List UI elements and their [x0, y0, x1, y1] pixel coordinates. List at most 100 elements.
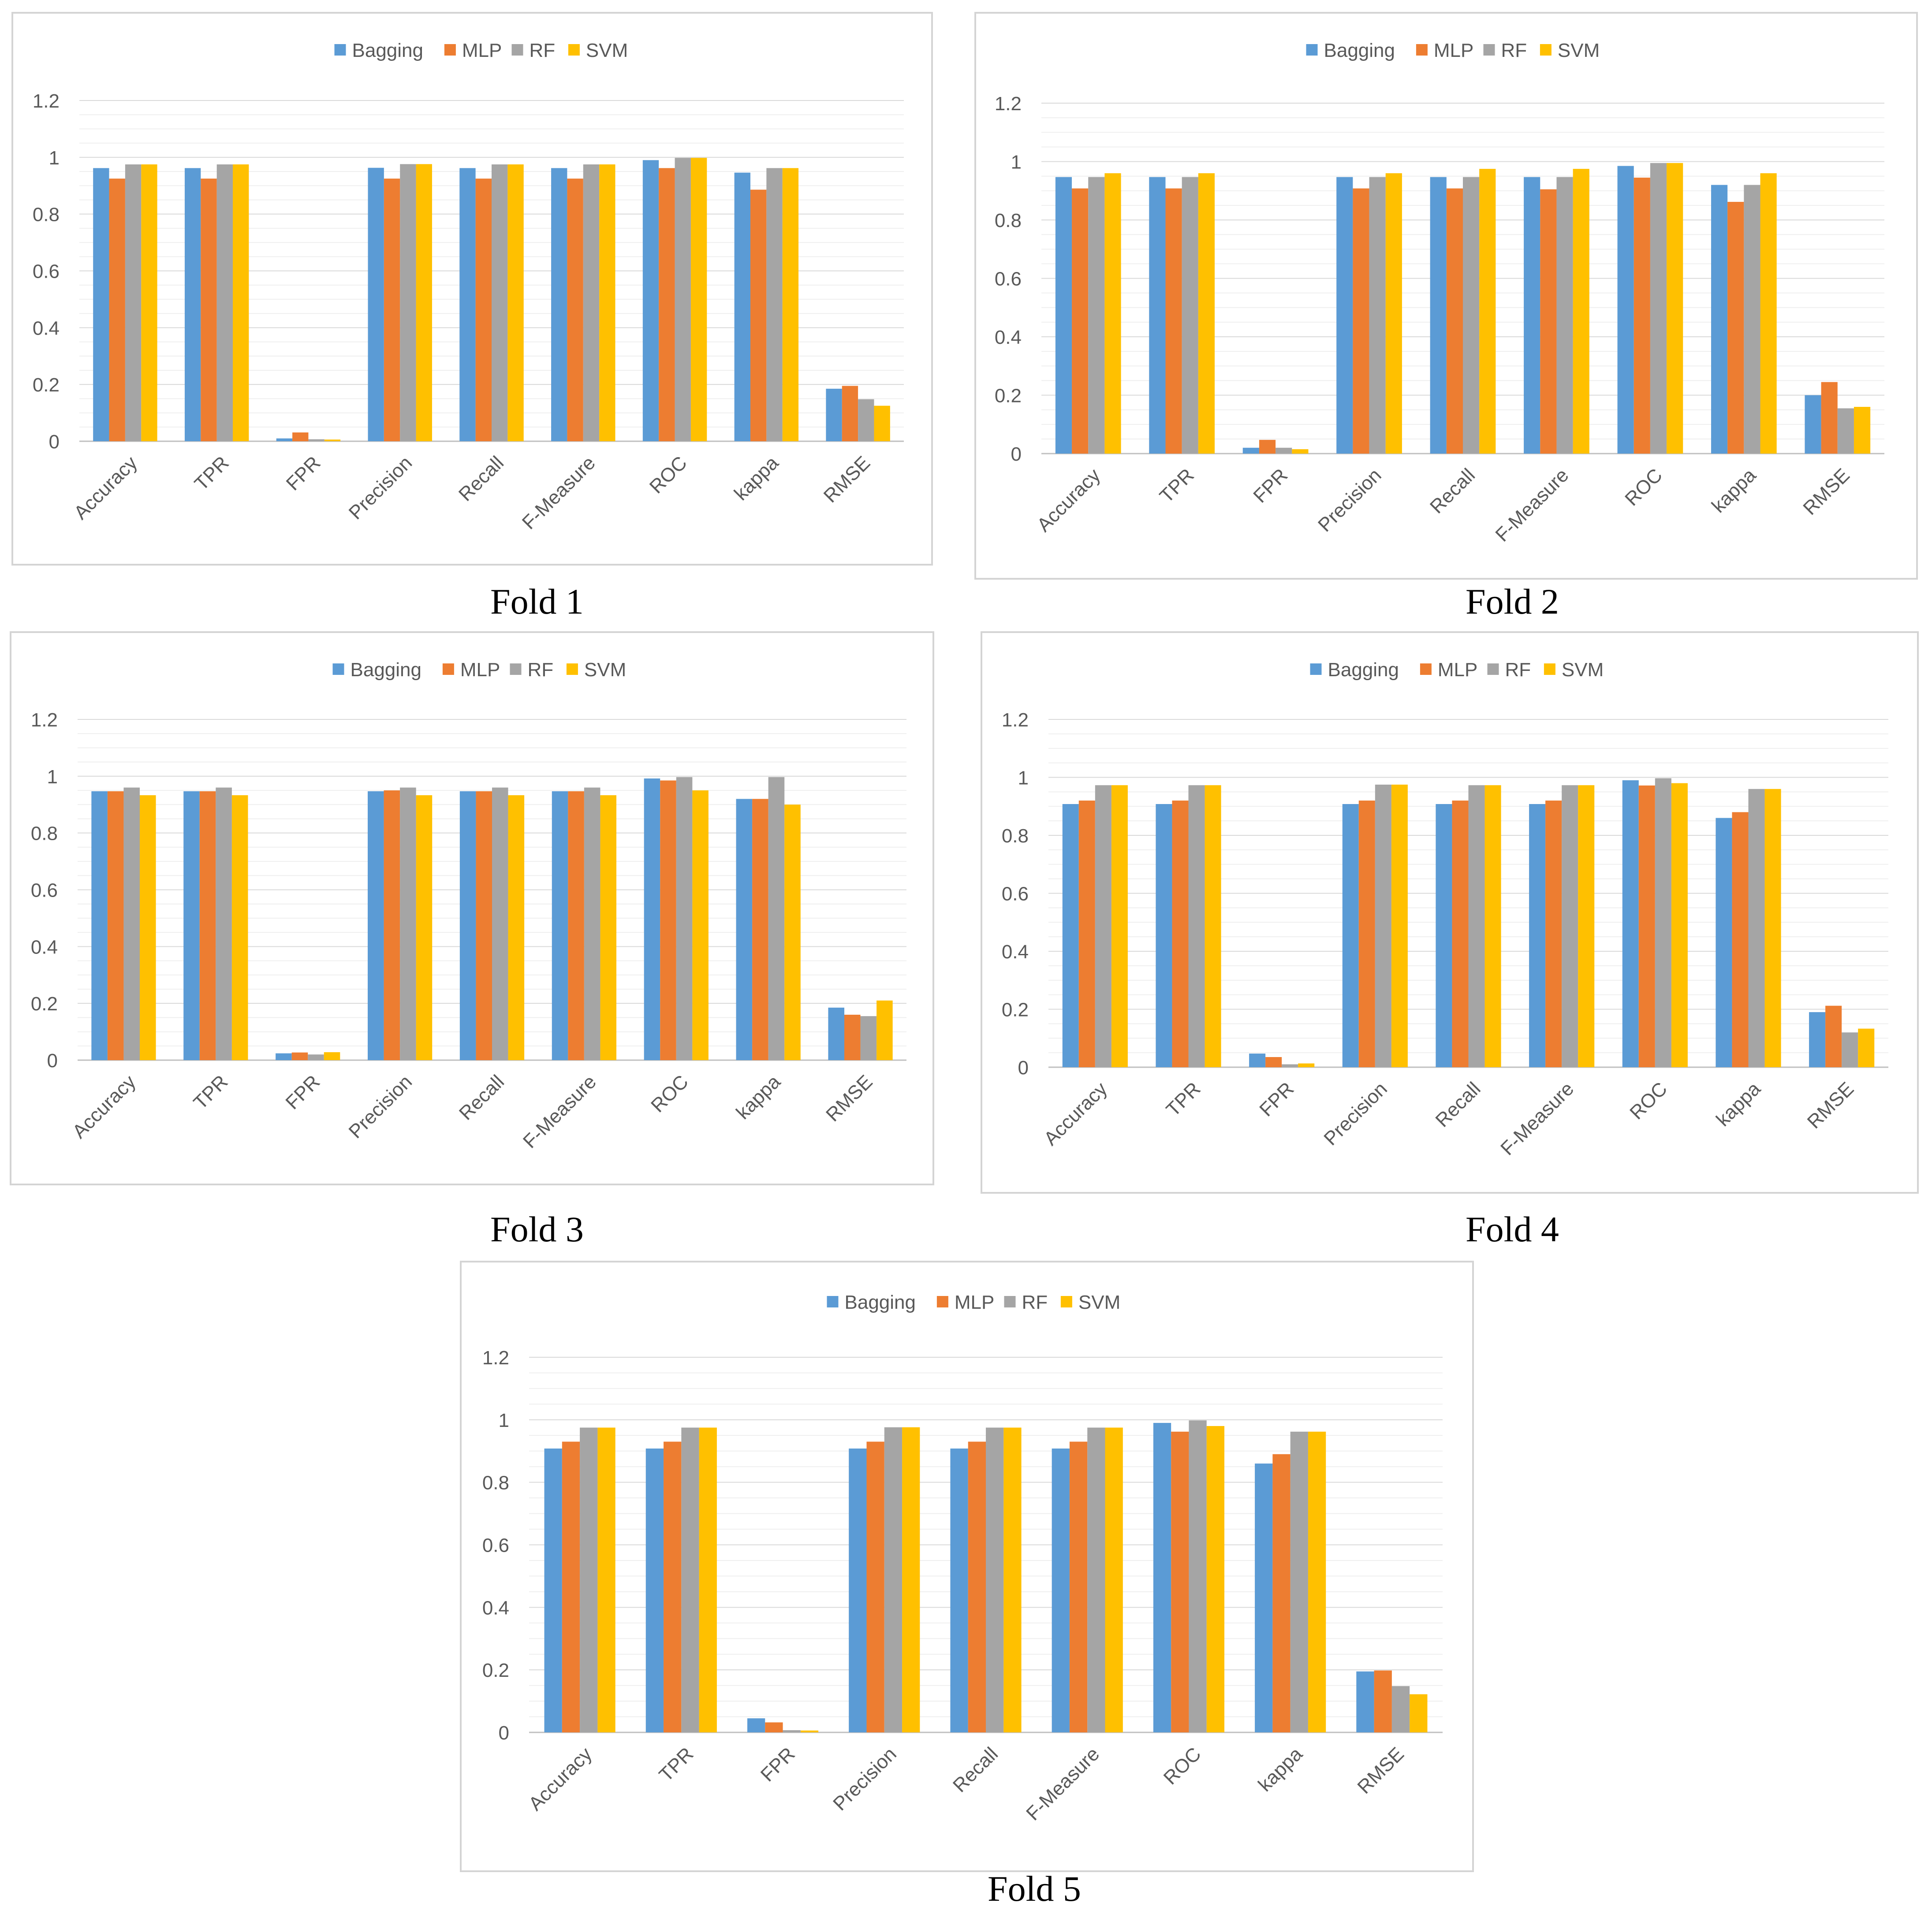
bar-rf-precision	[400, 164, 416, 441]
x-tick-label: Accuracy	[68, 1071, 140, 1143]
x-tick-label: TPR	[655, 1743, 698, 1786]
x-tick-label: FPR	[1255, 1078, 1298, 1121]
bar-rf-accuracy	[1088, 177, 1105, 454]
bar-bagging-precision	[1336, 177, 1353, 454]
fold-5-caption: Fold 5	[988, 1869, 1081, 1909]
legend-swatch-svm	[568, 44, 580, 56]
bar-svm-f-measure	[600, 795, 616, 1060]
legend-swatch-rf	[511, 44, 523, 56]
x-tick-label: Recall	[455, 1071, 508, 1124]
x-tick-label: ROC	[645, 452, 691, 498]
fold-2-bar-chart: 0 0.2 0.4 0.6 0.8 1 1.2 Accuracy TPR FPR Precision…	[995, 40, 1884, 546]
bar-svm-f-measure	[599, 164, 615, 441]
y-tick-label: 0.2	[1002, 999, 1029, 1021]
bar-svm-rmse	[1858, 1028, 1875, 1067]
x-tick-label: TPR	[1162, 1078, 1205, 1121]
y-tick-label: 0.6	[31, 880, 58, 901]
legend-label-svm: SVM	[1078, 1292, 1120, 1313]
bar-bagging-roc	[1622, 780, 1639, 1067]
bar-mlp-kappa	[1272, 1454, 1290, 1732]
legend-label-mlp: MLP	[955, 1292, 994, 1313]
bar-rf-rmse	[1842, 1032, 1858, 1067]
bar-bagging-roc	[642, 160, 659, 441]
y-tick-label: 0	[1011, 443, 1022, 465]
bar-mlp-fpr	[1265, 1057, 1282, 1067]
bar-mlp-recall	[1452, 801, 1469, 1067]
bar-mlp-kappa	[750, 190, 767, 442]
bar-mlp-recall	[968, 1441, 986, 1732]
bar-mlp-recall	[1446, 188, 1463, 454]
legend-label-rf: RF	[1505, 659, 1531, 681]
bar-svm-roc	[1671, 783, 1688, 1067]
bar-svm-accuracy	[1104, 173, 1121, 454]
bar-rf-accuracy	[1095, 785, 1111, 1067]
bar-mlp-rmse	[1374, 1670, 1392, 1732]
y-tick-label: 0.4	[1002, 941, 1029, 963]
bar-rf-rmse	[1837, 408, 1854, 454]
chart-panel-fold-3: 0 0.2 0.4 0.6 0.8 1 1.2 Accuracy TPR FPR Precision…	[10, 631, 934, 1185]
y-tick-label: 0.6	[1002, 883, 1029, 905]
bar-mlp-accuracy	[109, 179, 125, 441]
bar-rf-tpr	[681, 1427, 699, 1732]
bar-bagging-recall	[1430, 177, 1447, 454]
x-tick-label: RMSE	[822, 1071, 877, 1126]
legend-swatch-bagging	[334, 44, 346, 56]
bar-bagging-rmse	[826, 388, 842, 441]
bar-rf-roc	[675, 158, 691, 441]
bar-bagging-tpr	[1156, 804, 1172, 1067]
bar-bagging-accuracy	[91, 791, 108, 1060]
bar-bagging-recall	[1436, 804, 1452, 1067]
x-tick-label: kappa	[1712, 1078, 1765, 1131]
bar-rf-f-measure	[584, 787, 600, 1060]
bar-rf-accuracy	[580, 1427, 598, 1732]
y-tick-label: 0.8	[31, 823, 58, 845]
legend-swatch-rf	[1004, 1296, 1016, 1307]
y-tick-label: 0.4	[482, 1597, 509, 1619]
y-tick-label: 0	[1018, 1057, 1029, 1079]
x-tick-label: Recall	[455, 452, 508, 505]
fold-2-caption: Fold 2	[1466, 581, 1559, 622]
bar-svm-f-measure	[1578, 785, 1595, 1067]
bar-svm-fpr	[1292, 449, 1309, 454]
x-tick-label: F-Measure	[1496, 1078, 1578, 1159]
y-tick-label: 1	[1011, 152, 1022, 173]
bar-mlp-rmse	[1825, 1005, 1842, 1067]
y-tick-label: 0	[47, 1050, 58, 1072]
bar-rf-recall	[492, 787, 508, 1060]
bar-svm-roc	[690, 158, 707, 441]
x-tick-label: Precision	[1314, 464, 1386, 536]
bar-mlp-roc	[660, 780, 676, 1060]
x-tick-label: RMSE	[1803, 1078, 1858, 1133]
x-tick-label: kappa	[730, 452, 783, 505]
bar-svm-recall	[1003, 1427, 1022, 1732]
legend-swatch-mlp	[444, 44, 456, 56]
legend-label-svm: SVM	[1558, 40, 1600, 61]
fold-5-bar-chart: 0 0.2 0.4 0.6 0.8 1 1.2 Accuracy TPR FPR Precision…	[482, 1292, 1443, 1825]
bar-svm-precision	[416, 164, 432, 441]
legend-label-rf: RF	[530, 40, 556, 61]
bar-rf-rmse	[1391, 1686, 1410, 1732]
x-tick-label: Precision	[1320, 1078, 1391, 1150]
x-tick-label: Recall	[1431, 1078, 1484, 1131]
y-tick-label: 1	[1018, 767, 1029, 789]
y-tick-label: 0.2	[482, 1660, 509, 1681]
y-tick-label: 0	[499, 1722, 509, 1744]
bar-rf-recall	[492, 164, 508, 441]
bar-mlp-accuracy	[562, 1441, 580, 1732]
bar-bagging-kappa	[734, 172, 750, 441]
y-tick-label: 1	[49, 147, 60, 169]
bar-bagging-kappa	[1255, 1463, 1273, 1732]
x-tick-label: TPR	[1156, 464, 1198, 507]
bar-mlp-f-measure	[1545, 801, 1562, 1067]
bar-bagging-rmse	[1356, 1671, 1374, 1732]
bar-bagging-f-measure	[1052, 1449, 1070, 1732]
bar-svm-tpr	[233, 164, 249, 441]
bar-rf-recall	[1468, 785, 1485, 1067]
legend-label-bagging: Bagging	[1324, 40, 1395, 61]
bar-svm-kappa	[1308, 1431, 1326, 1732]
bar-rf-kappa	[1748, 789, 1765, 1067]
fold-3-bar-chart: 0 0.2 0.4 0.6 0.8 1 1.2 Accuracy TPR FPR Precision…	[31, 659, 906, 1152]
y-tick-label: 0.6	[995, 268, 1022, 290]
bar-bagging-roc	[1617, 166, 1634, 454]
legend-swatch-svm	[566, 663, 578, 675]
